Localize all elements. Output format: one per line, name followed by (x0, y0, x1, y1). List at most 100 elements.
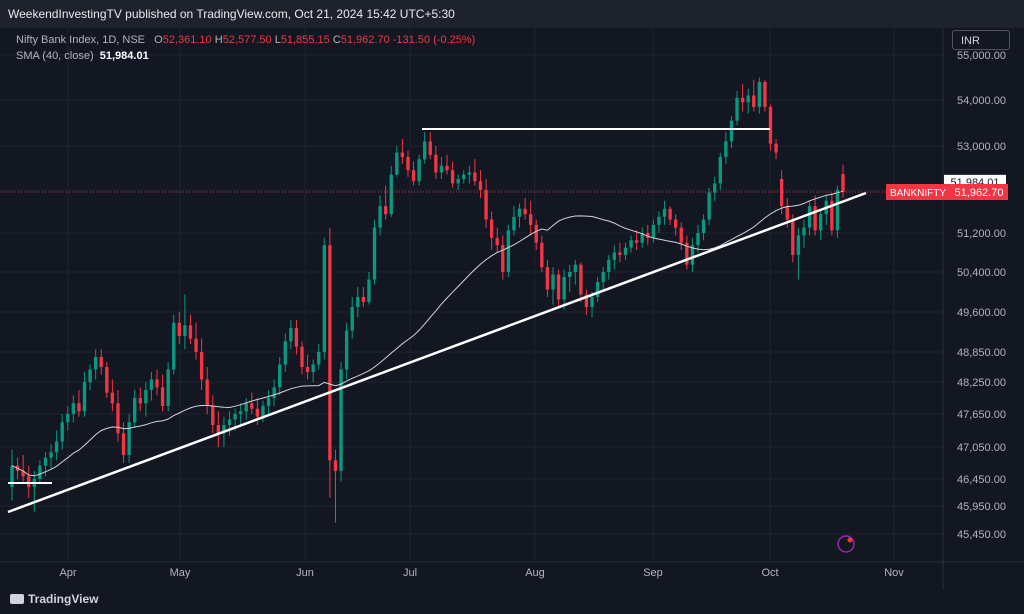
candle-body (183, 325, 187, 336)
candle-body (713, 183, 717, 193)
candle-body (255, 408, 260, 417)
candle-body (88, 369, 92, 382)
close-label: C (332, 34, 341, 46)
candle-body (495, 237, 499, 246)
y-tick-label: 45,950.00 (957, 501, 1006, 513)
candle-body (685, 242, 689, 265)
candle-body (43, 457, 48, 466)
close-value: 51,962.70 (340, 34, 390, 46)
candle-body (383, 206, 388, 215)
candle-body (116, 403, 120, 434)
candle-body (250, 403, 254, 409)
candle-body (216, 425, 221, 434)
chart-area[interactable]: 45,450.00 45,950.00 46,450.00 47,050.00 47,6… (0, 28, 1024, 590)
candle-body (66, 414, 70, 423)
candle-body (54, 441, 59, 453)
candle-body (674, 219, 678, 228)
low-value: 51,855.15 (280, 34, 330, 46)
candle-body (400, 152, 405, 157)
high-value: 52,577.50 (222, 34, 272, 46)
candle-body (423, 141, 427, 160)
candle-body (768, 106, 773, 144)
candle-body (556, 274, 561, 300)
candle-body (534, 224, 538, 243)
x-tick-label: Sep (643, 567, 663, 579)
candle-body (149, 379, 154, 390)
candle-body (272, 387, 276, 398)
candle-body (199, 352, 204, 380)
candle-body (328, 245, 332, 461)
change-value: -131.50 (-0.25%) (392, 34, 476, 46)
candle-body (172, 322, 176, 370)
candle-body (835, 190, 840, 231)
candle-body (166, 369, 170, 406)
candle-body (517, 208, 522, 217)
candle-body (735, 97, 739, 121)
event-icon-dot (847, 537, 853, 543)
candle-body (233, 414, 237, 420)
candle-body (160, 387, 165, 406)
y-tick-label: 48,850.00 (957, 347, 1006, 359)
candle-body (450, 170, 455, 184)
candle-body (322, 245, 326, 352)
candle-body (568, 272, 572, 277)
sma-legend: SMA (40, close) 51,984.01 (16, 50, 149, 62)
support-trendline (7, 191, 867, 514)
candle-body (238, 411, 243, 414)
candle-body (763, 82, 767, 107)
candle-body (188, 325, 193, 339)
candle-body (82, 382, 87, 412)
symbol-tag (886, 184, 950, 201)
candle-body (105, 367, 109, 393)
candle-body (634, 240, 639, 243)
y-tick-label: 50,400.00 (957, 267, 1006, 279)
y-tick-label: 49,600.00 (957, 307, 1006, 319)
candle-body (344, 330, 349, 370)
candle-body (10, 465, 14, 488)
candle-body (701, 219, 706, 233)
candle-body (428, 141, 432, 155)
tradingview-logo[interactable]: TradingView (10, 592, 98, 606)
candle-body (612, 252, 617, 260)
candle-body (679, 227, 683, 243)
low-label: L (274, 34, 281, 46)
candle-body (93, 357, 98, 370)
candle-body (623, 247, 628, 255)
candle-body (21, 471, 25, 477)
price-chart-svg[interactable]: 45,450.00 45,950.00 46,450.00 47,050.00 47,6… (0, 28, 1024, 590)
candle-body (629, 240, 633, 248)
candle-body (339, 369, 343, 471)
candle-body (361, 297, 366, 302)
candle-body (841, 174, 845, 193)
candle-body (791, 219, 795, 255)
candle-body (813, 206, 817, 231)
candle-body (127, 422, 131, 455)
candle-body (646, 233, 650, 238)
candle-body (77, 403, 81, 412)
candle-body (417, 159, 421, 182)
candle-body (807, 206, 812, 228)
candle-body (300, 346, 304, 367)
candle-body (121, 433, 126, 455)
candle-body (523, 208, 527, 215)
candle-body (356, 297, 360, 307)
candle-body (696, 233, 700, 246)
candle-body (707, 192, 711, 220)
candle-body (473, 172, 477, 182)
candle-body (205, 379, 209, 406)
candle-body (830, 200, 834, 231)
candle-body (601, 272, 605, 282)
x-tick-label: Apr (59, 567, 76, 579)
y-tick-label: 46,450.00 (957, 474, 1006, 486)
candle-body (434, 154, 438, 173)
candle-body (194, 338, 198, 352)
candle-body (740, 97, 745, 103)
candle-body (305, 367, 310, 372)
candle-body (796, 235, 801, 255)
candle-body (395, 152, 399, 175)
candle-body (110, 392, 115, 404)
currency-button[interactable]: INR (952, 30, 1010, 50)
candle-body (802, 227, 806, 236)
candle-body (662, 208, 667, 217)
candle-body (211, 406, 215, 425)
